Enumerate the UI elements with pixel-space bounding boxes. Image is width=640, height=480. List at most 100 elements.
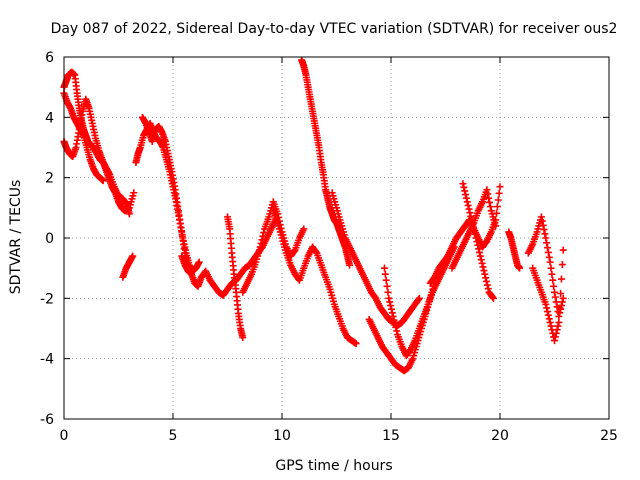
data-point-fill <box>477 256 485 264</box>
data-point-fill <box>544 308 552 316</box>
data-point-fill <box>557 275 565 283</box>
data-point-fill <box>538 217 546 225</box>
series-track-r <box>505 228 524 272</box>
data-point-fill <box>549 276 557 284</box>
series-track-e <box>132 119 203 275</box>
data-point-fill <box>462 191 470 199</box>
data-point-fill <box>553 326 561 334</box>
data-point <box>559 294 567 302</box>
y-tick-label: -4 <box>40 352 54 368</box>
data-point-fill <box>466 209 474 217</box>
data-point-fill <box>550 282 558 290</box>
data-point-fill <box>552 298 560 306</box>
series-track-s <box>524 213 567 320</box>
data-point-fill <box>390 316 398 324</box>
data-point-fill <box>480 267 488 275</box>
data-point <box>380 264 388 272</box>
x-axis-label: GPS time / hours <box>275 458 392 474</box>
data-point-fill <box>465 205 473 213</box>
data-point <box>537 213 545 221</box>
y-tick-labels: -6 -4 -2 0 2 4 6 <box>40 50 54 428</box>
data-point-fill <box>547 322 555 330</box>
data-point <box>195 258 203 266</box>
data-point-fill <box>386 298 394 306</box>
data-point <box>546 318 554 326</box>
chart-title: Day 087 of 2022, Sidereal Day-to-day VTE… <box>51 21 618 37</box>
data-point-fill <box>554 322 562 330</box>
data-point-fill <box>257 239 265 247</box>
data-point <box>492 222 500 230</box>
data-point-fill <box>464 201 472 209</box>
data-point-fill <box>414 296 422 304</box>
x-tick-label: 0 <box>60 428 69 444</box>
data-point-fill <box>460 183 468 191</box>
data-point-fill <box>474 241 482 249</box>
data-point <box>129 252 137 260</box>
data-point-fill <box>544 244 552 252</box>
data-point-fill <box>495 189 503 197</box>
x-tick-labels: 0 5 10 15 20 25 <box>60 428 618 444</box>
series-track-t <box>529 246 567 345</box>
y-tick-label: 6 <box>45 50 54 66</box>
series-track-d <box>119 252 137 281</box>
data-point-fill <box>387 302 395 310</box>
data-point-fill <box>391 320 399 328</box>
data-point <box>385 294 393 302</box>
data-point-fill <box>539 221 547 229</box>
data-point-fill <box>544 248 552 256</box>
data-point-fill <box>545 315 553 323</box>
data-point-fill <box>479 263 487 271</box>
data-point-fill <box>290 247 298 255</box>
data-point-fill <box>483 281 491 289</box>
data-point <box>559 246 567 254</box>
x-tick-label: 25 <box>600 428 618 444</box>
data-point <box>483 186 491 194</box>
series-track-l <box>328 189 423 329</box>
data-point <box>472 234 480 242</box>
data-point <box>468 216 476 224</box>
data-points <box>60 56 567 375</box>
data-point-fill <box>467 212 475 220</box>
data-point-fill <box>548 270 556 278</box>
data-point <box>542 234 550 242</box>
x-tick-label: 5 <box>169 428 178 444</box>
data-point-fill <box>259 232 267 240</box>
data-point-fill <box>469 223 477 231</box>
data-point-fill <box>493 203 501 211</box>
data-point <box>415 294 423 302</box>
data-point-fill <box>484 190 492 198</box>
data-point-fill <box>473 238 481 246</box>
data-point-fill <box>383 282 391 290</box>
data-point-fill <box>540 226 548 234</box>
axis-ticks <box>63 56 610 420</box>
data-point-fill <box>393 327 401 335</box>
data-point <box>256 243 264 251</box>
data-point <box>496 183 504 191</box>
data-point-fill <box>260 229 268 237</box>
data-point-fill <box>382 276 390 284</box>
data-point-fill <box>552 329 560 337</box>
data-point <box>555 318 563 326</box>
series-track-c <box>60 95 138 215</box>
series-track-b <box>60 89 107 185</box>
data-point-fill <box>545 253 553 261</box>
data-point <box>551 288 558 296</box>
data-point-fill <box>556 304 564 312</box>
y-tick-label: 2 <box>45 171 54 187</box>
data-point <box>551 337 558 345</box>
grid-lines <box>64 57 609 419</box>
y-tick-label: 0 <box>45 231 54 247</box>
data-point-fill <box>551 333 559 341</box>
y-axis-label: SDTVAR / TECUs <box>8 180 24 295</box>
data-point-fill <box>544 311 552 319</box>
data-point <box>546 258 554 266</box>
data-point-fill <box>312 248 320 256</box>
series-track-q <box>459 180 497 302</box>
series-track-k <box>269 207 360 348</box>
series-track-n <box>380 243 458 360</box>
data-point-fill <box>489 293 497 301</box>
data-point-fill <box>484 285 492 293</box>
data-point <box>130 189 138 197</box>
data-point-fill <box>486 198 494 206</box>
